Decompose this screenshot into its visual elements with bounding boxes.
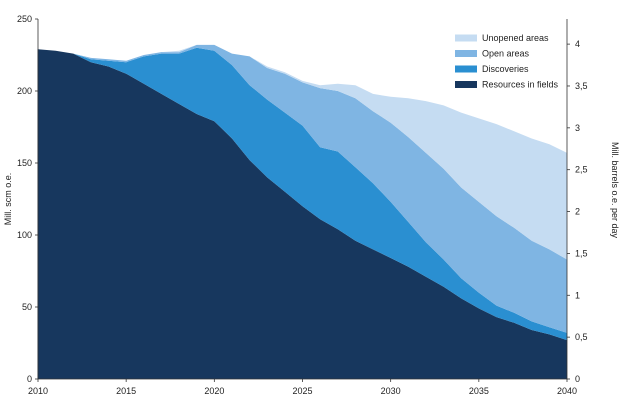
legend: Unopened areas Open areas Discoveries Resou… [455,33,559,90]
y-tick-label-right: 2 [575,207,580,217]
y-tick-label-right: 2,5 [575,165,588,175]
y-tick-label-right: 0,5 [575,332,588,342]
y-tick-label-left: 250 [17,14,32,24]
legend-label-unopened-areas: Unopened areas [482,33,549,43]
legend-swatch-open-areas [455,50,477,57]
y-tick-label-right: 1,5 [575,248,588,258]
axes: 0 50 100 150 200 250 0 0,5 1 1,5 2 2,5 3 3,5 4 2010 2015… [17,14,588,396]
y-tick-label-right: 3 [575,123,580,133]
area-unopened-areas [38,44,567,260]
x-tick-label: 2010 [28,386,48,396]
area-open-areas [38,44,567,333]
legend-swatch-discoveries [455,65,477,73]
y-tick-label-left: 100 [17,230,32,240]
y-axis-title-left: Mill. scm o.e. [3,173,13,226]
area-resources-in-fields [38,49,567,379]
legend-swatch-unopened-areas [455,34,477,42]
x-tick-label: 2020 [204,386,224,396]
x-tick-label: 2030 [381,386,401,396]
x-tick-label: 2015 [116,386,136,396]
y-tick-label-right: 0 [575,374,580,384]
y-tick-label-right: 1 [575,290,580,300]
x-tick-label: 2025 [292,386,312,396]
y-axis-title-right: Mill. barrels o.e. per day [610,142,620,239]
y-tick-label-left: 50 [22,302,32,312]
y-tick-label-right: 4 [575,39,580,49]
legend-label-resources-in-fields: Resources in fields [482,80,559,90]
y-tick-label-left: 200 [17,86,32,96]
legend-label-open-areas: Open areas [482,49,530,59]
x-tick-label: 2035 [469,386,489,396]
x-tick-label: 2040 [557,386,577,396]
y-tick-label-left: 0 [27,374,32,384]
area-discoveries [38,47,567,341]
y-tick-label-right: 3,5 [575,81,588,91]
plot-areas [37,44,567,379]
y-tick-label-left: 150 [17,158,32,168]
legend-label-discoveries: Discoveries [482,64,529,74]
legend-swatch-resources-in-fields [455,81,477,88]
